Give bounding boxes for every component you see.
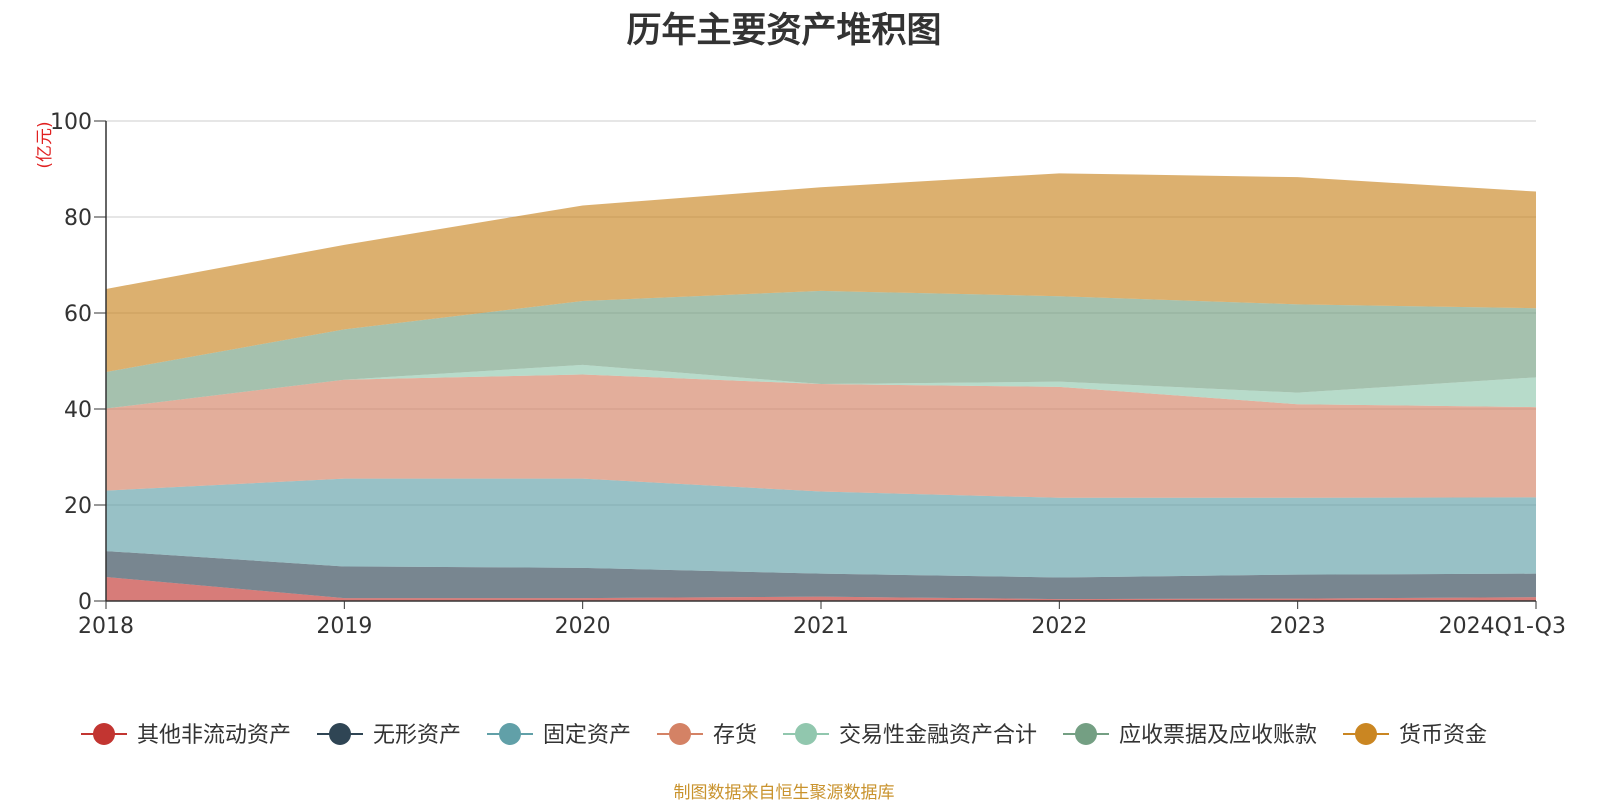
x-tick-label: 2019: [316, 614, 372, 639]
legend-item-6[interactable]: 货币资金: [1343, 723, 1487, 748]
area-series-5: [106, 290, 1536, 409]
area-series-4: [106, 364, 1536, 409]
stacked-areas: [106, 173, 1536, 601]
legend-label: 无形资产: [373, 723, 461, 748]
source-note: 制图数据来自恒生聚源数据库: [673, 783, 895, 803]
legend-label: 存货: [713, 723, 757, 748]
x-tick-label: 2020: [555, 614, 611, 639]
y-tick-label: 60: [64, 302, 92, 327]
area-series-6: [106, 173, 1536, 373]
legend-label: 交易性金融资产合计: [839, 723, 1037, 748]
legend-item-5[interactable]: 应收票据及应收账款: [1063, 723, 1317, 748]
y-tick-label: 80: [64, 206, 92, 231]
legend-marker-icon: [499, 723, 521, 745]
y-tick-label: 20: [64, 494, 92, 519]
x-tick-label: 2021: [793, 614, 849, 639]
axes: 0 20 40 60 80 100 2018 2019 2020 2021 2022 2023 2024…: [50, 110, 1566, 639]
legend-marker-icon: [93, 723, 115, 745]
legend: 其他非流动资产 无形资产 固定资产 存货 交易性金融资产合计 应收票据及应收账款 货币资金: [81, 723, 1487, 748]
legend-item-4[interactable]: 交易性金融资产合计: [783, 723, 1037, 748]
legend-marker-icon: [1075, 723, 1097, 745]
x-tick-label: 2024Q1-Q3: [1439, 614, 1566, 639]
legend-marker-icon: [1355, 723, 1377, 745]
legend-label: 固定资产: [543, 723, 631, 748]
legend-label: 货币资金: [1399, 723, 1487, 748]
x-tick-label: 2023: [1270, 614, 1326, 639]
legend-marker-icon: [669, 723, 691, 745]
x-tick-label: 2018: [78, 614, 134, 639]
area-series-2: [106, 478, 1536, 578]
area-series-3: [106, 374, 1536, 498]
legend-item-1[interactable]: 无形资产: [317, 723, 461, 748]
y-tick-label: 100: [50, 110, 92, 135]
y-tick-label: 40: [64, 398, 92, 423]
y-axis-unit-label: (亿元): [35, 121, 55, 168]
legend-label: 应收票据及应收账款: [1119, 723, 1317, 748]
y-tick-label: 0: [78, 590, 92, 615]
legend-item-0[interactable]: 其他非流动资产: [81, 723, 291, 748]
legend-item-2[interactable]: 固定资产: [487, 723, 631, 748]
legend-label: 其他非流动资产: [137, 723, 291, 748]
area-series-1: [106, 551, 1536, 600]
x-tick-label: 2022: [1031, 614, 1087, 639]
area-series-0: [106, 577, 1536, 601]
chart-title: 历年主要资产堆积图: [626, 11, 942, 51]
legend-marker-icon: [329, 723, 351, 745]
legend-item-3[interactable]: 存货: [657, 723, 757, 748]
legend-marker-icon: [795, 723, 817, 745]
